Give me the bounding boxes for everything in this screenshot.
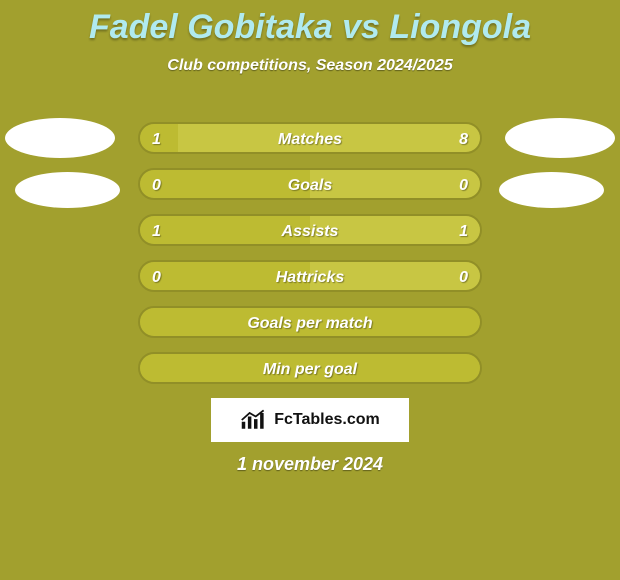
stats-panel: 18Matches 00Goals 11Assists 00Hattricks Goal… bbox=[138, 122, 482, 398]
page-title: Fadel Gobitaka vs Liongola bbox=[0, 0, 620, 47]
player2-photo bbox=[505, 118, 615, 158]
stat-row: 11Assists bbox=[138, 214, 482, 246]
stat-label: Goals per match bbox=[140, 308, 480, 338]
subtitle: Club competitions, Season 2024/2025 bbox=[0, 57, 620, 75]
date-text: 1 november 2024 bbox=[0, 454, 620, 475]
stat-label: Matches bbox=[140, 124, 480, 154]
comparison-card: Fadel Gobitaka vs Liongola Club competit… bbox=[0, 0, 620, 580]
stat-label: Min per goal bbox=[140, 354, 480, 384]
stat-label: Assists bbox=[140, 216, 480, 246]
branding-badge: FcTables.com bbox=[211, 398, 409, 442]
stat-label: Hattricks bbox=[140, 262, 480, 292]
stat-label: Goals bbox=[140, 170, 480, 200]
stat-row: 00Goals bbox=[138, 168, 482, 200]
stat-row: Goals per match bbox=[138, 306, 482, 338]
player2-photo-secondary bbox=[499, 172, 604, 208]
chart-icon bbox=[240, 409, 268, 431]
stat-row: 00Hattricks bbox=[138, 260, 482, 292]
stat-row: 18Matches bbox=[138, 122, 482, 154]
player1-photo bbox=[5, 118, 115, 158]
branding-text: FcTables.com bbox=[274, 411, 380, 429]
stat-row: Min per goal bbox=[138, 352, 482, 384]
player1-photo-secondary bbox=[15, 172, 120, 208]
